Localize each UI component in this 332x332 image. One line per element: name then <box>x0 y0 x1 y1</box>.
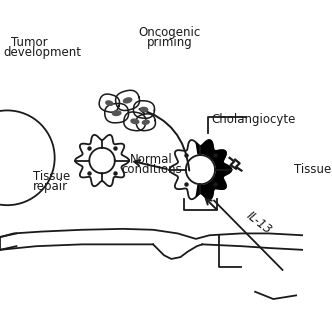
Text: Tissue: Tissue <box>33 170 70 183</box>
Polygon shape <box>142 120 149 124</box>
Polygon shape <box>106 101 113 105</box>
Polygon shape <box>112 111 121 116</box>
Text: conditions: conditions <box>121 163 182 176</box>
Polygon shape <box>131 119 139 124</box>
Polygon shape <box>140 108 148 112</box>
Polygon shape <box>169 140 231 199</box>
Text: IL-13: IL-13 <box>244 208 274 236</box>
Polygon shape <box>124 98 132 103</box>
Text: development: development <box>4 45 82 59</box>
Text: Normal: Normal <box>130 153 173 166</box>
Text: repair: repair <box>33 180 68 193</box>
Polygon shape <box>124 112 146 131</box>
Polygon shape <box>105 104 128 123</box>
Polygon shape <box>75 135 129 186</box>
Polygon shape <box>99 94 120 112</box>
Text: priming: priming <box>147 37 192 49</box>
Polygon shape <box>196 140 231 199</box>
Polygon shape <box>116 90 139 111</box>
Polygon shape <box>186 155 215 184</box>
Text: Tumor: Tumor <box>11 36 47 48</box>
Polygon shape <box>89 148 115 173</box>
Polygon shape <box>136 114 155 131</box>
Polygon shape <box>133 101 154 118</box>
Text: Tissue: Tissue <box>294 163 332 176</box>
Text: Cholangiocyte: Cholangiocyte <box>211 113 296 126</box>
Text: Oncogenic: Oncogenic <box>138 27 201 40</box>
